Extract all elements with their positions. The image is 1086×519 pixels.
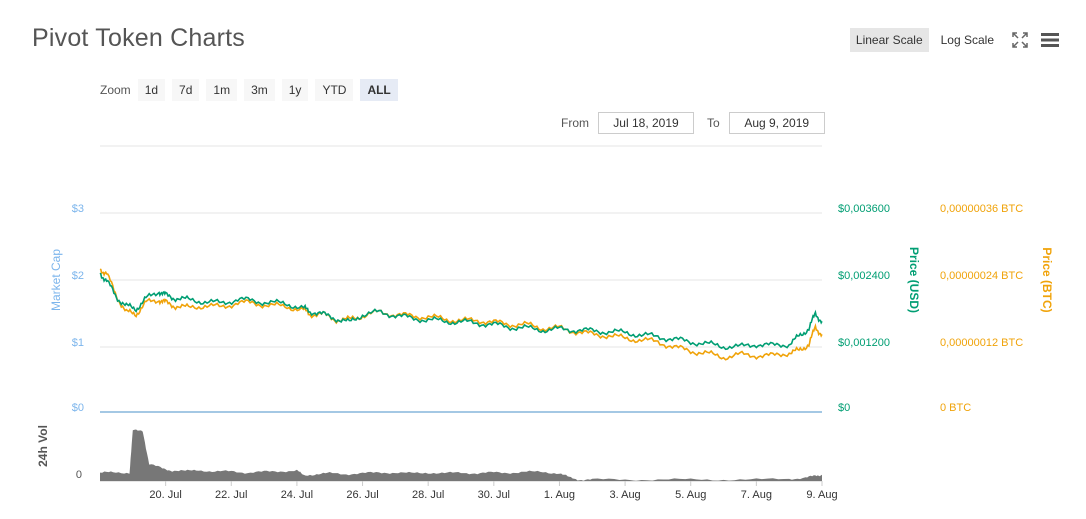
to-date-input[interactable]: Aug 9, 2019 [728,112,825,134]
from-date-input[interactable]: Jul 18, 2019 [598,112,694,134]
price-btc-line [99,268,823,361]
price-btc-tick: 0,00000024 BTC [940,270,1023,282]
market-cap-tick: $3 [72,203,84,215]
market-cap-tick: $0 [72,402,84,414]
zoom-ytd-button[interactable]: YTD [315,79,354,101]
x-tick-label: 20. Jul [149,489,181,501]
x-axis: 20. Jul 22. Jul 24. Jul 26. Jul 28. Jul 30. J… [149,481,838,501]
from-label: From [561,116,589,130]
price-btc-axis-label: Price (BTC) [1040,247,1054,312]
x-tick-label: 5. Aug [675,489,706,501]
zoom-1m-button[interactable]: 1m [206,79,238,101]
market-cap-axis-label: Market Cap [49,249,63,311]
x-tick-label: 28. Jul [412,489,444,501]
linear-scale-button[interactable]: Linear Scale [849,28,929,52]
market-cap-tick: $1 [72,337,84,349]
scale-controls: Linear Scale Log Scale [849,28,1060,52]
price-btc-tick: 0 BTC [940,402,971,414]
price-usd-tick: $0,002400 [838,270,890,282]
x-tick-label: 3. Aug [609,489,640,501]
zoom-1d-button[interactable]: 1d [137,79,166,101]
date-range: From Jul 18, 2019 To Aug 9, 2019 [561,112,825,134]
price-usd-series [99,272,823,351]
price-btc-tick: 0,00000036 BTC [940,203,1023,215]
price-usd-tick: $0,003600 [838,203,890,215]
x-tick-label: 26. Jul [346,489,378,501]
market-cap-tick: $2 [72,270,84,282]
zoom-7d-button[interactable]: 7d [172,79,200,101]
price-usd-line [99,272,823,351]
price-usd-tick: $0,001200 [838,337,890,349]
x-tick-label: 24. Jul [281,489,313,501]
zoom-all-button[interactable]: ALL [360,79,398,101]
fullscreen-icon[interactable] [1010,30,1030,50]
x-tick-label: 30. Jul [478,489,510,501]
page-title: Pivot Token Charts [32,24,245,52]
zoom-1y-button[interactable]: 1y [281,79,309,101]
menu-icon[interactable] [1040,30,1060,50]
x-tick-label: 7. Aug [741,489,772,501]
x-tick-label: 22. Jul [215,489,247,501]
volume-area [100,429,822,481]
price-btc-tick: 0,00000012 BTC [940,337,1023,349]
zoom-3m-button[interactable]: 3m [244,79,275,101]
zoom-label: Zoom [100,83,131,97]
price-usd-tick: $0 [838,402,850,414]
volume-series [100,429,822,481]
volume-axis-label: 24h Vol [36,425,50,467]
zoom-selector: Zoom 1d 7d 1m 3m 1y YTD ALL [100,79,398,101]
log-scale-button[interactable]: Log Scale [940,33,994,47]
x-tick-label: 9. Aug [806,489,837,501]
price-btc-series [99,268,823,361]
x-tick-label: 1. Aug [544,489,575,501]
volume-tick: 0 [76,469,82,481]
price-usd-axis-label: Price (USD) [907,247,921,313]
to-label: To [707,116,720,130]
